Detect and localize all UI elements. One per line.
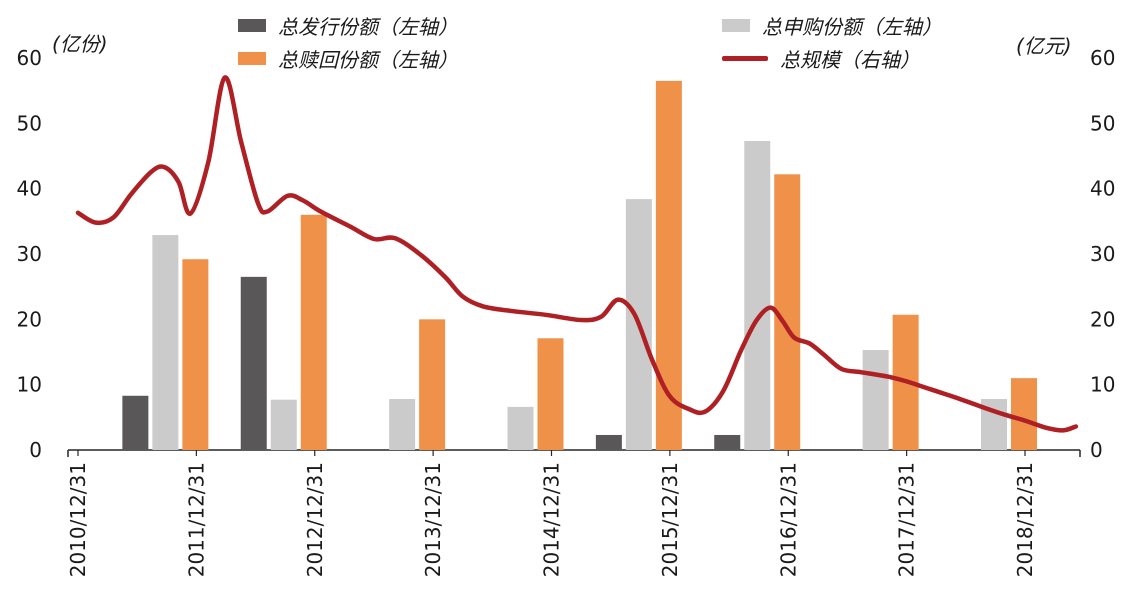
x-axis-tick-label: 2016/12/31	[776, 462, 800, 577]
legend-label-subscription: 总申购份额（左轴）	[762, 14, 942, 39]
bar-subscription	[270, 399, 297, 450]
chart-legend-column-left: 总发行份额（左轴） 总赎回份额（左轴）	[238, 12, 458, 72]
legend-label-redemption: 总赎回份额（左轴）	[278, 47, 458, 72]
x-axis-tick-label: 2013/12/31	[421, 462, 445, 577]
right-axis-tick-label: 0	[1090, 438, 1103, 462]
left-axis-tick-label: 0	[29, 438, 42, 462]
right-axis-tick-label: 30	[1090, 242, 1115, 266]
legend-item-subscription: 总申购份额（左轴）	[722, 12, 942, 39]
right-axis-tick-label: 50	[1090, 111, 1115, 135]
right-axis-tick-label: 40	[1090, 177, 1115, 201]
bar-issuance	[240, 276, 267, 450]
bar-redemption	[182, 259, 209, 450]
bar-subscription	[152, 235, 179, 450]
left-axis-tick-label: 50	[17, 111, 42, 135]
right-axis-unit-label: (亿元)	[1016, 34, 1072, 58]
left-axis-tick-label: 40	[17, 177, 42, 201]
legend-label-issuance: 总发行份额（左轴）	[278, 14, 458, 39]
legend-item-redemption: 总赎回份额（左轴）	[238, 45, 458, 72]
left-axis-tick-label: 20	[17, 307, 42, 331]
bar-redemption	[300, 214, 327, 450]
right-axis-tick-label: 20	[1090, 307, 1115, 331]
subscription-swatch-icon	[722, 18, 750, 32]
right-axis-tick-label: 60	[1090, 46, 1115, 70]
x-axis-tick-label: 2014/12/31	[540, 462, 564, 577]
total-scale-line-swatch-icon	[722, 55, 768, 61]
bar-redemption	[537, 338, 564, 450]
bar-redemption	[419, 319, 446, 450]
x-axis-tick-label: 2011/12/31	[184, 462, 208, 577]
x-axis-tick-label: 2012/12/31	[303, 462, 327, 577]
left-axis-tick-label: 60	[17, 46, 42, 70]
bar-issuance	[122, 395, 149, 450]
legend-item-total-scale: 总规模（右轴）	[722, 45, 942, 72]
bar-issuance	[595, 434, 622, 450]
x-axis-tick-label: 2015/12/31	[658, 462, 682, 577]
bar-redemption	[1011, 378, 1037, 450]
left-axis-tick-label: 10	[17, 373, 42, 397]
right-axis-tick-label: 10	[1090, 373, 1115, 397]
bar-issuance	[714, 434, 741, 450]
x-axis-tick-label: 2010/12/31	[66, 462, 90, 577]
x-axis-tick-label: 2018/12/31	[1013, 462, 1037, 577]
legend-label-total-scale: 总规模（右轴）	[780, 47, 920, 72]
issuance-swatch-icon	[238, 18, 266, 32]
bar-subscription	[744, 140, 771, 450]
chart-legend-column-right: 总申购份额（左轴） 总规模（右轴）	[722, 12, 942, 72]
bar-subscription	[389, 399, 416, 450]
line-total-scale	[75, 75, 1079, 433]
bar-subscription	[507, 406, 534, 450]
bar-subscription	[862, 350, 889, 450]
bar-redemption	[655, 80, 682, 450]
x-axis-tick-label: 2017/12/31	[895, 462, 919, 577]
left-axis-unit-label: (亿份)	[52, 32, 108, 56]
legend-item-issuance: 总发行份额（左轴）	[238, 12, 458, 39]
redemption-swatch-icon	[238, 51, 266, 65]
left-axis-tick-label: 30	[17, 242, 42, 266]
